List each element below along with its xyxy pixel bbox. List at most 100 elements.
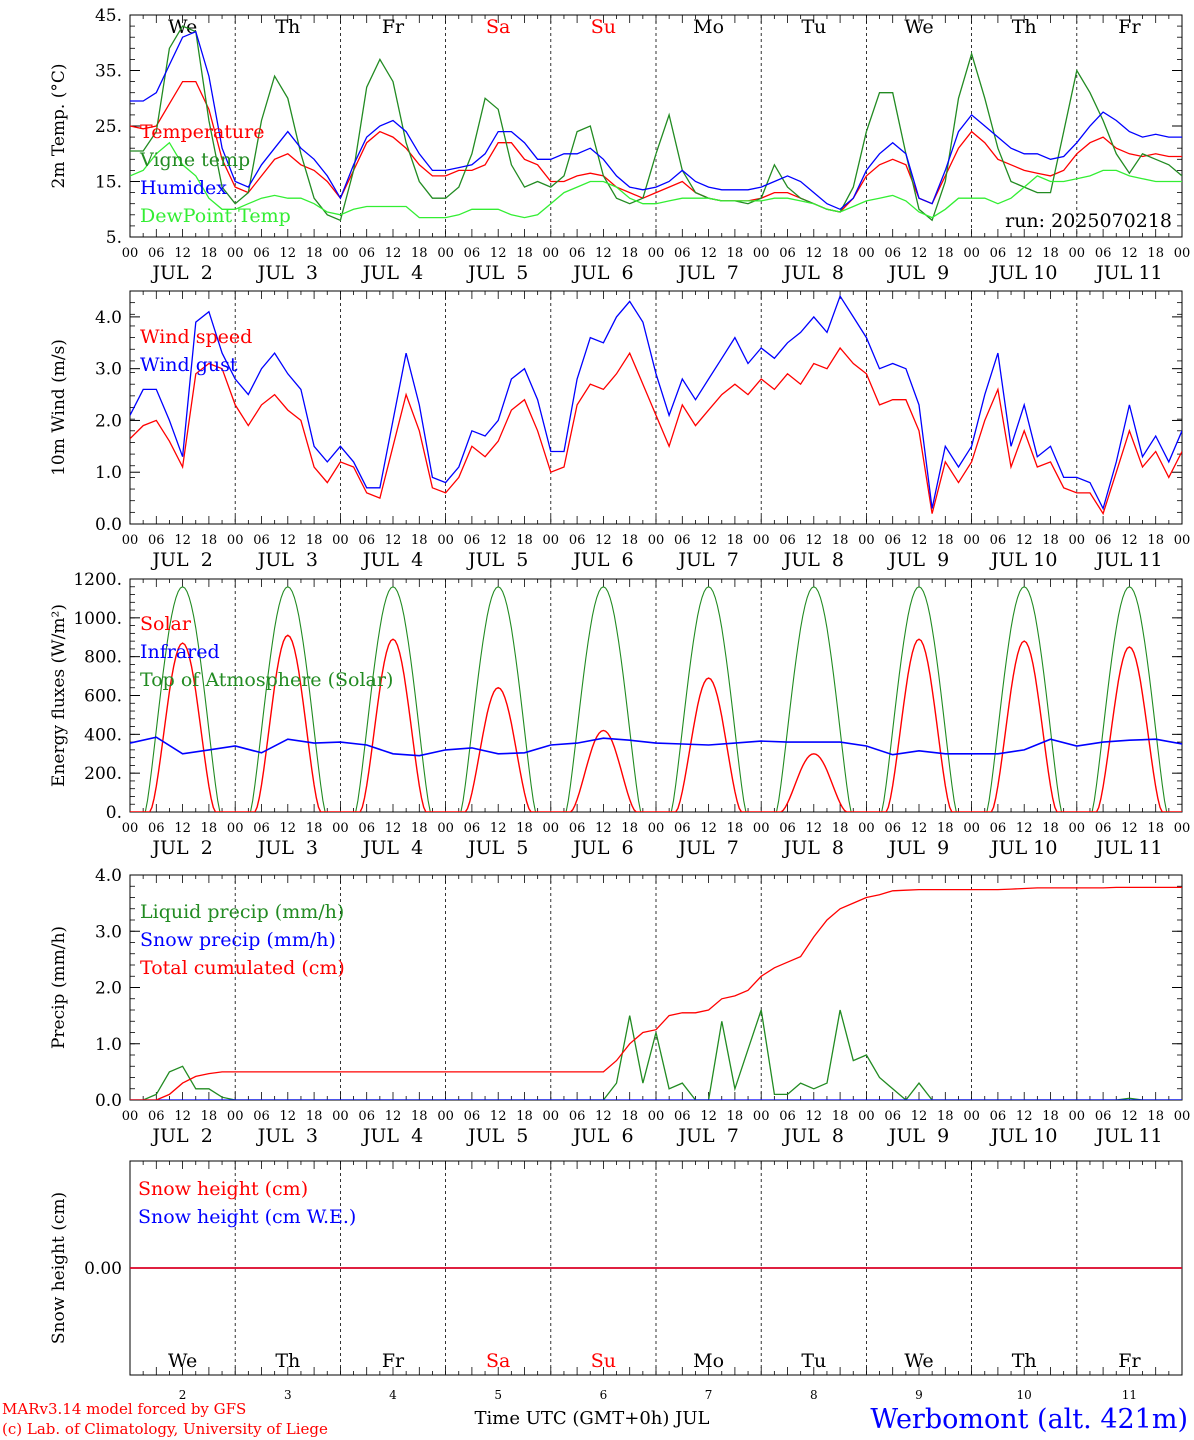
weekday-label: Th <box>1012 1350 1037 1372</box>
hour-tick-label: 12 <box>280 246 297 261</box>
hour-tick-label: 06 <box>253 246 270 261</box>
hour-tick-label: 12 <box>490 533 507 548</box>
hour-tick-label: 12 <box>1016 533 1033 548</box>
model-credit: MARv3.14 model forced by GFS <box>2 1400 246 1418</box>
date-label: JUL 4 <box>361 262 423 284</box>
weekday-label: Fr <box>382 16 405 38</box>
y-axis-label: 10m Wind (m/s) <box>49 339 69 476</box>
date-label: JUL 4 <box>361 549 423 571</box>
hour-tick-label: 06 <box>464 246 481 261</box>
hour-tick-label: 18 <box>201 821 218 836</box>
hour-tick-label: 06 <box>569 821 586 836</box>
hour-tick-label: 18 <box>727 246 744 261</box>
weekday-label: Th <box>275 1350 300 1372</box>
hour-tick-label: 00 <box>1069 821 1086 836</box>
hour-tick-label: 00 <box>227 1109 244 1124</box>
chart-panels: 5. 15. 25. 35. 45. 2m Temp. (°C) 00 06 12 18 00 06 1… <box>49 6 1191 1376</box>
hour-tick-label: 00 <box>332 1109 349 1124</box>
hour-tick-label: 06 <box>569 1109 586 1124</box>
date-label: JUL 3 <box>256 837 318 859</box>
hour-tick-label: 00 <box>543 821 560 836</box>
date-label: JUL 11 <box>1094 549 1162 571</box>
hour-tick-label: 00 <box>437 533 454 548</box>
date-label: JUL 3 <box>256 1125 318 1147</box>
hour-tick-label: 12 <box>174 246 191 261</box>
hour-tick-label: 06 <box>253 821 270 836</box>
hour-tick-label: 00 <box>963 533 980 548</box>
date-label: JUL 5 <box>466 549 528 571</box>
hour-tick-label: 12 <box>1016 821 1033 836</box>
hour-tick-label: 06 <box>884 533 901 548</box>
y-tick-label: 0.0 <box>95 515 122 535</box>
y-tick-label: 5. <box>106 228 122 248</box>
y-tick-label: 1200. <box>73 570 122 590</box>
series-line-wind-gust <box>130 294 1182 511</box>
hour-tick-label: 18 <box>1147 533 1164 548</box>
series-group <box>130 294 1182 516</box>
y-tick-label: 25. <box>95 117 122 137</box>
hour-tick-label: 12 <box>385 821 402 836</box>
legend-entry: Liquid precip (mm/h) <box>140 901 344 923</box>
panel-temperature: 5. 15. 25. 35. 45. 2m Temp. (°C) 00 06 12 18 00 06 1… <box>49 6 1190 284</box>
hour-tick-label: 18 <box>306 1109 323 1124</box>
hour-tick-label: 12 <box>490 1109 507 1124</box>
date-label: JUL 2 <box>150 262 212 284</box>
hour-tick-label: 00 <box>1174 533 1191 548</box>
hour-tick-label: 06 <box>148 1109 165 1124</box>
hour-tick-label: 12 <box>806 821 823 836</box>
weekday-label: We <box>904 1350 933 1372</box>
series-group <box>130 886 1182 1100</box>
hour-tick-label: 06 <box>464 533 481 548</box>
weekday-label: Sa <box>486 1350 510 1372</box>
hour-tick-label: 00 <box>648 1109 665 1124</box>
hour-tick-label: 18 <box>937 246 954 261</box>
hour-tick-label: 06 <box>148 533 165 548</box>
date-label: JUL 10 <box>989 1125 1057 1147</box>
series-line-infrared <box>130 736 1182 757</box>
hour-tick-label: 12 <box>280 533 297 548</box>
series-line-solar <box>130 634 1182 812</box>
series-line-total-cumulated-cm- <box>130 886 1182 1100</box>
hour-tick-label: 12 <box>1121 246 1138 261</box>
date-label: JUL 4 <box>361 837 423 859</box>
hour-tick-label: 00 <box>858 821 875 836</box>
date-label: JUL 7 <box>676 549 738 571</box>
hour-tick-label: 18 <box>201 533 218 548</box>
hour-tick-label: 18 <box>832 533 849 548</box>
hour-tick-label: 12 <box>1121 821 1138 836</box>
date-label: JUL 9 <box>887 262 949 284</box>
hour-tick-label: 00 <box>858 246 875 261</box>
hour-tick-label: 18 <box>306 533 323 548</box>
hour-tick-label: 12 <box>700 821 717 836</box>
hour-tick-label: 12 <box>911 821 928 836</box>
hour-tick-label: 00 <box>753 533 770 548</box>
hour-tick-label: 12 <box>806 1109 823 1124</box>
y-tick-label: 1.0 <box>95 1035 122 1055</box>
date-label: JUL 9 <box>887 1125 949 1147</box>
hour-tick-label: 18 <box>1042 246 1059 261</box>
series-group <box>130 25 1182 222</box>
hour-tick-label: 06 <box>464 821 481 836</box>
date-label: JUL 5 <box>466 837 528 859</box>
lab-credit: (c) Lab. of Climatology, University of L… <box>2 1420 328 1438</box>
hour-tick-label: 12 <box>700 246 717 261</box>
y-tick-label: 0.00 <box>84 1259 122 1279</box>
hour-tick-label: 06 <box>990 1109 1007 1124</box>
hour-tick-label: 06 <box>990 246 1007 261</box>
date-label: JUL 6 <box>571 1125 633 1147</box>
hour-tick-label: 06 <box>779 821 796 836</box>
date-label: JUL 11 <box>1094 262 1162 284</box>
hour-tick-label: 00 <box>543 1109 560 1124</box>
y-tick-label: 3.0 <box>95 360 122 380</box>
hour-tick-label: 12 <box>1016 1109 1033 1124</box>
y-tick-label: 3.0 <box>95 922 122 942</box>
hour-tick-label: 06 <box>1095 533 1112 548</box>
hour-tick-label: 00 <box>1174 1109 1191 1124</box>
hour-tick-label: 06 <box>148 821 165 836</box>
series-line-vigne-temp <box>130 25 1182 222</box>
hour-tick-label: 12 <box>806 533 823 548</box>
hour-tick-label: 18 <box>621 246 638 261</box>
y-tick-label: 35. <box>95 62 122 82</box>
hour-tick-label: 00 <box>1069 533 1086 548</box>
hour-tick-label: 06 <box>569 533 586 548</box>
